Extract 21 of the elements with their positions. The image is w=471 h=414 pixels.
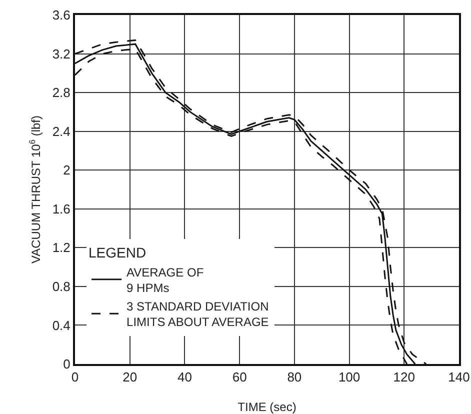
y-tick-label: 0.4 — [52, 318, 70, 333]
y-tick-label: 2.8 — [52, 85, 70, 100]
x-axis-title: TIME (sec) — [238, 400, 296, 414]
x-tick-label: 40 — [177, 370, 192, 385]
y-tick-label: 3.6 — [52, 8, 70, 23]
x-tick-label: 80 — [287, 370, 302, 385]
y-tick-label: 2.4 — [52, 124, 70, 139]
legend-label: 3 STANDARD DEVIATION LIMITS ABOUT AVERAGE — [126, 299, 269, 330]
legend-title: LEGEND — [88, 244, 146, 260]
y-tick-label: 1.2 — [52, 240, 70, 256]
x-tick-label: 20 — [122, 370, 138, 385]
y-tick-label: 2 — [63, 162, 70, 178]
y-tick-label: 1.6 — [52, 201, 70, 216]
x-tick-label: 140 — [448, 370, 470, 385]
x-tick-label: 100 — [338, 370, 360, 385]
legend-label: AVERAGE OF 9 HPMs — [126, 265, 204, 295]
x-tick-label: 120 — [393, 370, 415, 385]
y-tick-label: 0.8 — [52, 278, 70, 294]
y-tick-label: 3.2 — [52, 46, 70, 62]
x-tick-label: 60 — [232, 370, 247, 385]
y-tick-label: 0 — [63, 356, 70, 372]
